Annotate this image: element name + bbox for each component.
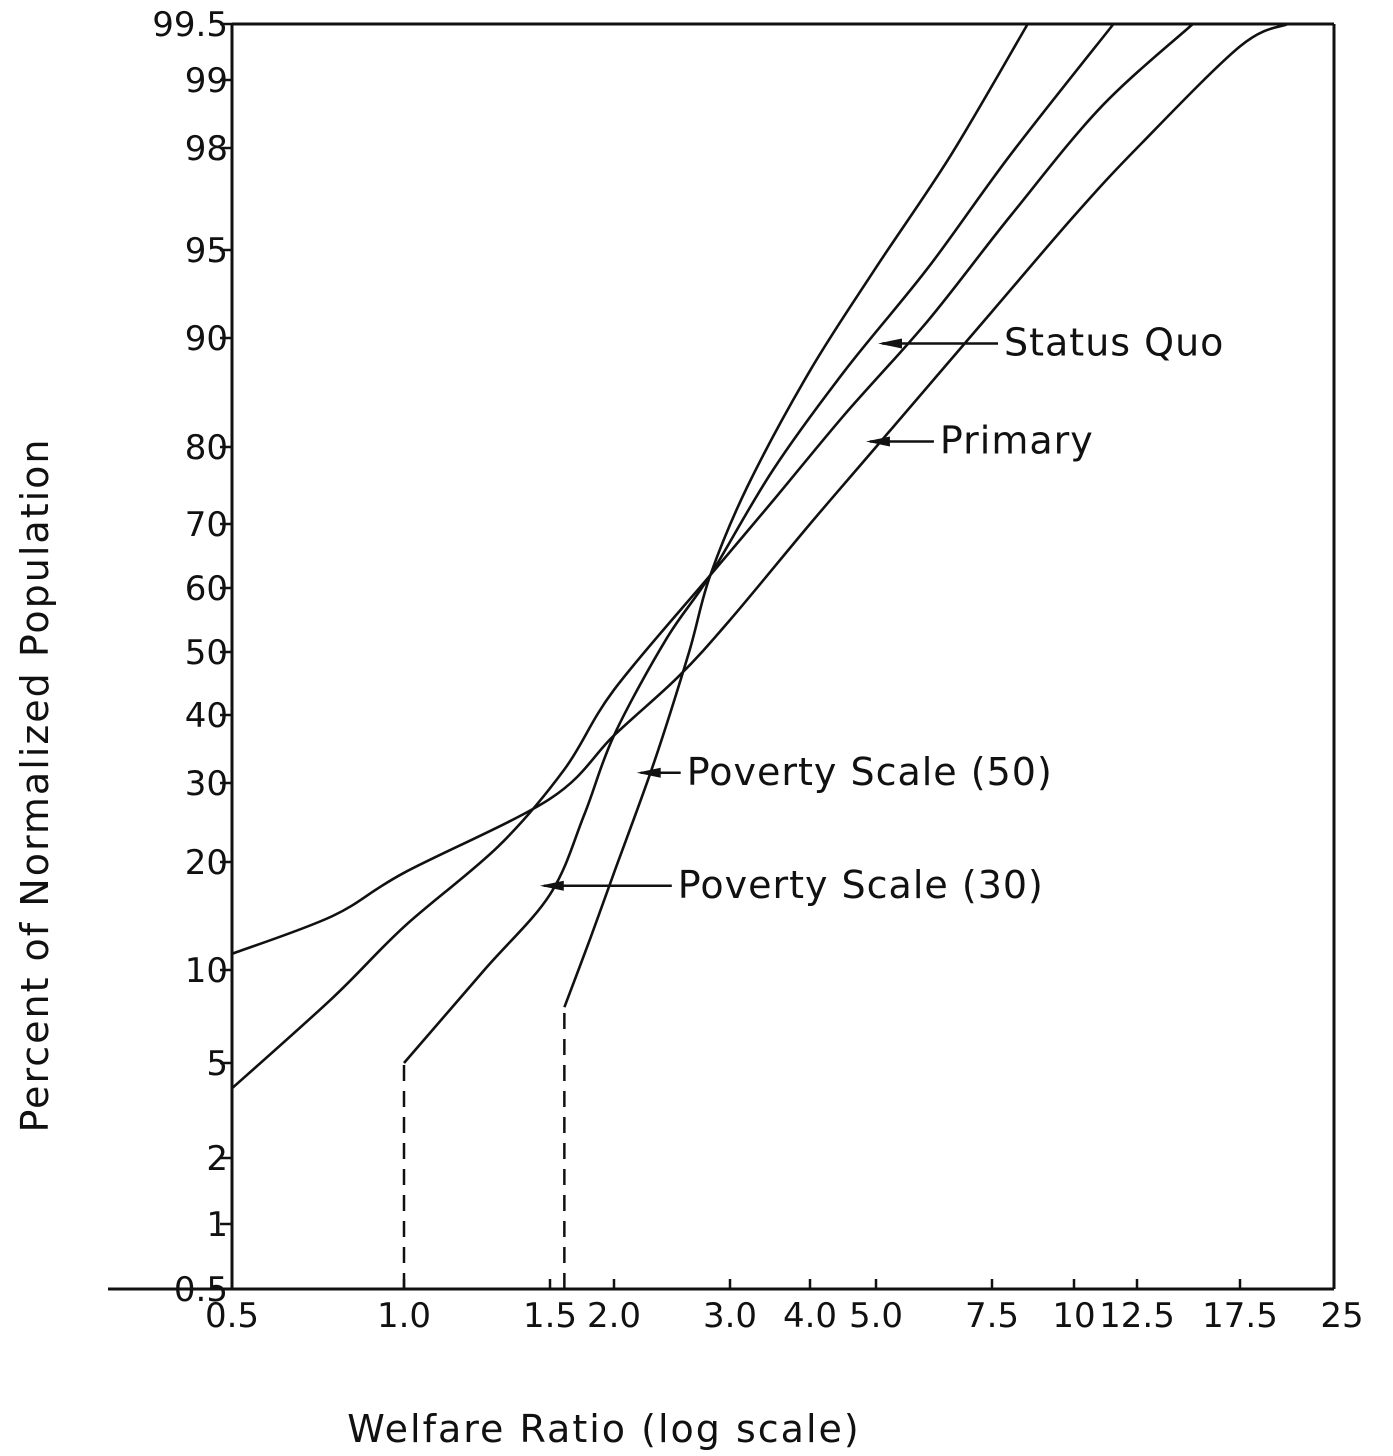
x-tick-label: 12.5 — [1099, 1296, 1175, 1336]
x-axis-title: Welfare Ratio (log scale) — [347, 1407, 860, 1451]
x-tick-label: 1.0 — [377, 1296, 431, 1336]
y-tick-label: 0.5 — [174, 1270, 228, 1310]
plot-frame — [108, 22, 1336, 1291]
x-axis-ticks: 0.5 1.0 1.5 2.0 3.0 4.0 5.0 7.5 10 12.5 17.5 25 — [205, 1279, 1364, 1336]
y-tick-label: 50 — [185, 633, 228, 673]
y-tick-label: 95 — [185, 231, 228, 271]
y-tick-label: 30 — [185, 764, 228, 804]
x-tick-label: 5.0 — [849, 1296, 903, 1336]
series-label-status-quo: Status Quo — [1004, 320, 1224, 364]
y-tick-label: 98 — [185, 129, 228, 169]
y-tick-label: 40 — [185, 696, 228, 736]
y-tick-label: 5 — [206, 1044, 228, 1084]
y-tick-label: 99 — [185, 61, 228, 101]
x-tick-label: 3.0 — [703, 1296, 757, 1336]
series-line-poverty-50 — [563, 23, 1029, 1008]
x-tick-label: 1.5 — [523, 1296, 577, 1336]
series-lines — [231, 22, 1289, 1090]
y-tick-label: 80 — [185, 428, 228, 468]
series-label-poverty-50: Poverty Scale (50) — [687, 750, 1053, 794]
x-tick-label: 7.5 — [965, 1296, 1019, 1336]
y-tick-label: 1 — [206, 1205, 228, 1245]
arrowhead — [878, 338, 902, 349]
series-annotations: Status Quo Primary Poverty Scale (50) Pover… — [539, 320, 1224, 907]
x-tick-label: 17.5 — [1202, 1296, 1278, 1336]
arrowhead — [865, 436, 890, 447]
y-tick-label: 99.5 — [152, 5, 228, 45]
series-label-poverty-30: Poverty Scale (30) — [678, 863, 1044, 907]
x-tick-label: 10 — [1052, 1296, 1095, 1336]
series-line-primary — [231, 22, 1289, 956]
x-tick-label: 25 — [1320, 1296, 1363, 1336]
y-tick-label: 90 — [185, 319, 228, 359]
series-line-status-quo — [231, 23, 1194, 1090]
y-axis-ticks: 0.5 1 2 5 10 20 30 40 50 60 70 80 90 95 98 99 99.5 — [152, 5, 232, 1310]
y-tick-label: 60 — [185, 569, 228, 609]
arrowhead — [636, 767, 661, 778]
y-axis-title: Percent of Normalized Population — [13, 438, 57, 1133]
y-tick-label: 10 — [185, 951, 228, 991]
x-tick-label: 0.5 — [205, 1296, 259, 1336]
series-label-primary: Primary — [940, 419, 1094, 463]
y-tick-label: 2 — [206, 1139, 228, 1179]
arrowhead — [539, 880, 564, 891]
series-line-poverty-30 — [403, 23, 1115, 1064]
x-tick-label: 4.0 — [783, 1296, 837, 1336]
x-tick-label: 2.0 — [587, 1296, 641, 1336]
y-tick-label: 20 — [185, 843, 228, 883]
y-tick-label: 70 — [185, 505, 228, 545]
dashed-start-lines — [402, 1007, 566, 1289]
